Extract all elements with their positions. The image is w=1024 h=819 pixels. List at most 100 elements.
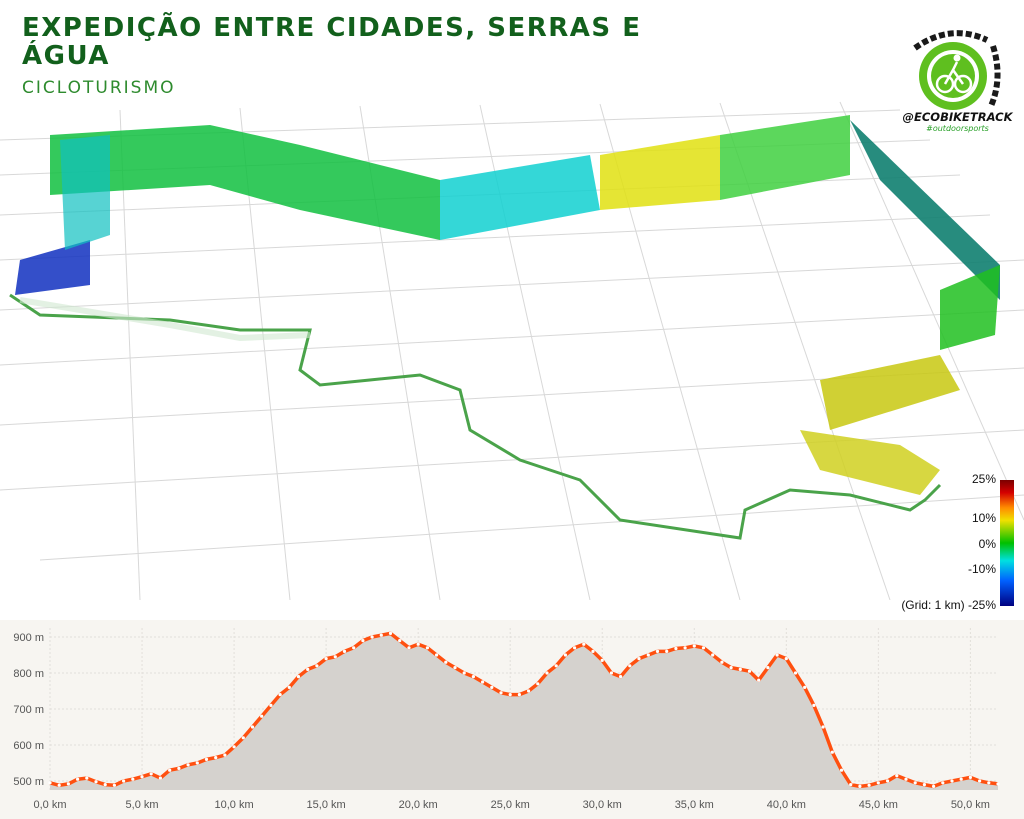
elevation-point	[950, 779, 954, 783]
elevation-point	[609, 671, 614, 675]
elevation-point	[600, 658, 604, 662]
elevation-point	[66, 782, 70, 786]
elevation-point	[720, 660, 724, 664]
elevation-point	[849, 783, 853, 787]
elevation-point	[122, 779, 126, 783]
elevation-point	[296, 675, 301, 679]
elevation-point	[527, 689, 531, 693]
elevation-point	[701, 646, 706, 650]
elevation-point	[913, 781, 917, 785]
elevation-point	[94, 780, 98, 784]
elevation-point	[711, 653, 715, 657]
x-tick-label: 40,0 km	[767, 799, 806, 811]
ecobiketrack-logo	[913, 30, 1001, 110]
elevation-point	[435, 653, 439, 657]
legend-tick-0: 0%	[978, 537, 996, 551]
elevation-point	[867, 783, 871, 787]
elevation-point	[821, 725, 825, 729]
elevation-point	[757, 678, 761, 682]
elevation-point	[628, 664, 632, 668]
elevation-area	[50, 633, 998, 790]
elevation-point	[637, 657, 641, 661]
elevation-profile-panel: 500 m 600 m 700 m 800 m 900 m 0,0 km 5,0 km 10…	[0, 620, 1024, 819]
elevation-point	[342, 649, 347, 653]
elevation-point	[361, 639, 365, 643]
elevation-point	[683, 646, 687, 650]
elevation-point	[499, 691, 503, 695]
elevation-point	[324, 657, 328, 661]
elevation-point	[425, 646, 429, 650]
elevation-point	[545, 671, 549, 675]
elevation-point	[655, 649, 660, 653]
legend-tick-25: 25%	[971, 472, 996, 486]
x-tick-label: 0,0 km	[33, 799, 66, 811]
elevation-point	[315, 664, 319, 668]
elevation-point	[48, 781, 52, 785]
elevation-point	[278, 693, 282, 697]
elevation-point	[444, 660, 448, 664]
elevation-point	[830, 750, 834, 754]
elevation-point	[370, 635, 374, 639]
bike-chain-icon	[913, 30, 1001, 108]
elevation-point	[784, 657, 788, 661]
elevation-point	[563, 653, 568, 657]
elevation-point	[674, 646, 678, 651]
elevation-point	[932, 784, 936, 788]
elevation-point	[379, 633, 383, 637]
elevation-point	[766, 666, 770, 670]
legend-tick-10: 10%	[971, 511, 996, 525]
elevation-point	[729, 666, 733, 670]
elevation-point	[407, 646, 411, 650]
elevation-points	[48, 631, 1000, 788]
elevation-point	[149, 772, 153, 776]
elevation-point	[241, 736, 245, 740]
elevation-point	[416, 642, 420, 646]
elevation-point	[462, 671, 466, 675]
x-tick-label: 5,0 km	[126, 799, 159, 811]
page-title: EXPEDIÇÃO ENTRE CIDADES, SERRAS E ÁGUA	[22, 13, 642, 71]
elevation-point	[536, 682, 540, 686]
elevation-point	[398, 639, 402, 643]
elevation-point	[481, 680, 485, 684]
elevation-point	[591, 649, 595, 653]
elevation-point	[333, 655, 337, 659]
elevation-point	[839, 768, 844, 772]
elevation-point	[996, 782, 1000, 786]
elevation-point	[250, 725, 255, 729]
elevation-point	[895, 774, 899, 778]
elevation-point	[269, 703, 273, 707]
elevation-point	[195, 761, 199, 765]
elevation-point	[260, 714, 264, 718]
elevation-point	[665, 649, 669, 653]
elevation-point	[168, 768, 172, 772]
x-tick-label: 30,0 km	[583, 799, 622, 811]
x-tick-label: 20,0 km	[399, 799, 438, 811]
elevation-point	[131, 777, 135, 781]
route-walls	[15, 115, 1000, 495]
elevation-point	[747, 669, 752, 673]
elevation-point	[968, 775, 973, 779]
page-subtitle: CICLOTURISMO	[22, 78, 176, 98]
elevation-point	[812, 703, 816, 707]
route-track-shadow	[19, 297, 311, 342]
logo-handle: @ECOBIKETRACK	[902, 110, 1013, 124]
logo-tag: #outdoorsports	[926, 124, 989, 133]
y-tick-label: 900 m	[13, 632, 44, 644]
elevation-point	[904, 777, 908, 781]
elevation-point	[490, 685, 494, 689]
elevation-point	[692, 644, 696, 648]
map-grid	[0, 101, 1024, 600]
elevation-point	[876, 781, 880, 785]
elevation-point	[886, 779, 890, 783]
elevation-point	[582, 642, 586, 646]
elevation-point	[775, 653, 779, 657]
elevation-point	[858, 784, 862, 788]
elevation-point	[619, 675, 623, 679]
legend-tick-minus10: -10%	[967, 562, 996, 576]
elevation-point	[177, 766, 181, 770]
elevation-point	[103, 783, 107, 787]
elevation-point	[941, 781, 945, 785]
y-tick-label: 800 m	[13, 668, 44, 680]
x-tick-label: 35,0 km	[675, 799, 714, 811]
elevation-point	[223, 753, 227, 757]
